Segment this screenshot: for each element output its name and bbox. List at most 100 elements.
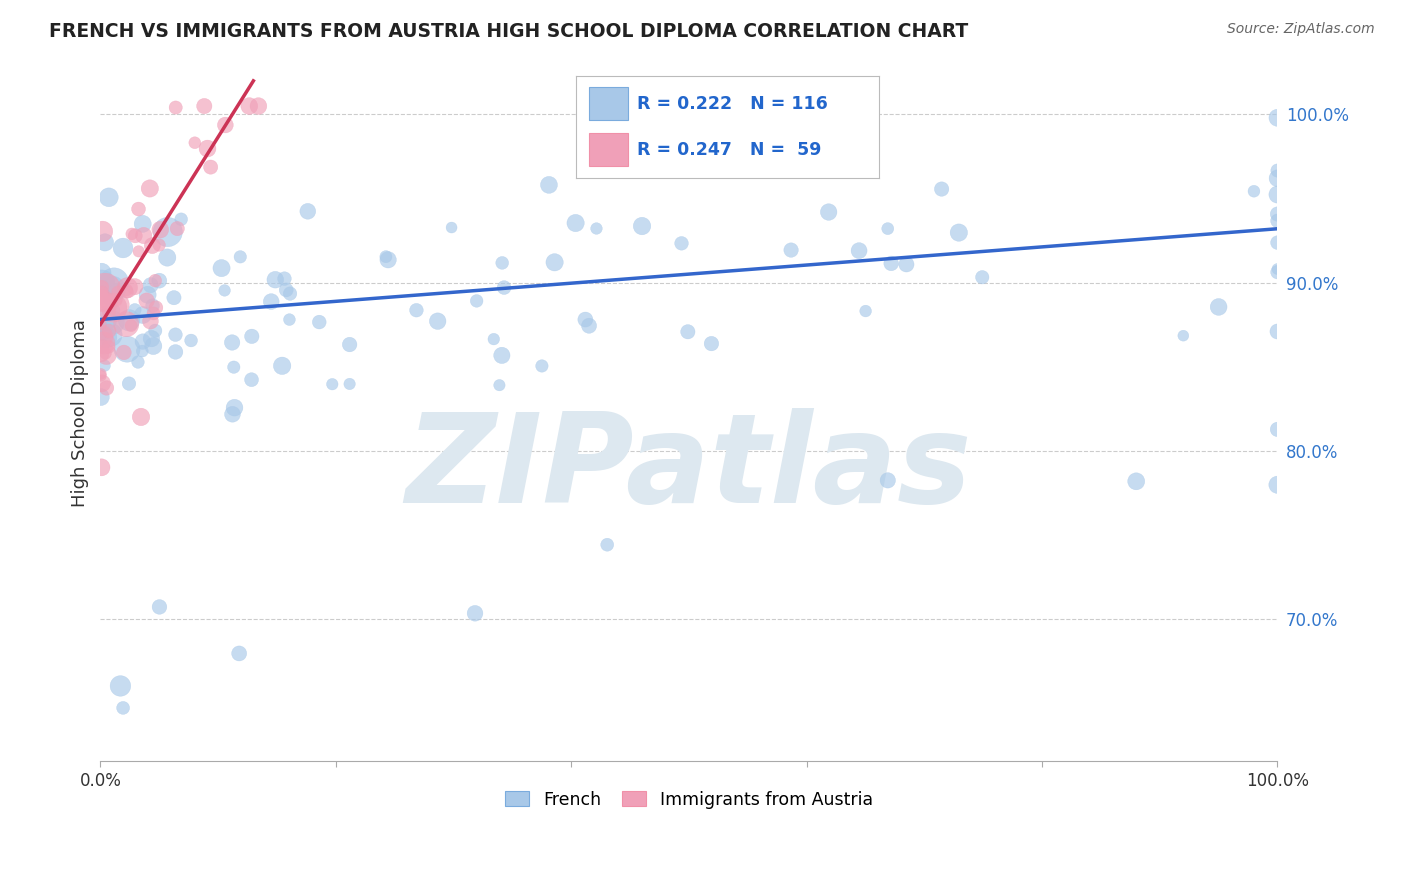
Point [104,293,127,307]
Point [96,347,118,361]
Point [97,190,120,204]
Point [1267,235,1289,250]
Point [948,226,970,240]
Point [148,274,170,288]
Point [156,225,179,239]
Point [90,390,112,404]
Point [465,293,488,308]
Point [165,345,187,359]
Point [193,99,215,113]
Point [93,294,115,309]
Point [1125,475,1147,489]
Point [184,136,207,150]
Point [247,99,270,113]
Point [440,220,463,235]
Point [91,376,114,391]
Point [90,323,112,337]
Point [105,285,128,299]
Point [1267,477,1289,491]
Point [98,297,121,311]
Point [101,301,124,315]
Point [107,297,129,311]
Point [585,221,607,235]
Point [491,348,513,362]
Point [780,243,803,257]
Point [142,306,165,320]
Point [1267,265,1289,279]
Point [931,182,953,196]
Point [98,324,121,338]
Point [1267,111,1289,125]
Point [91,285,114,299]
Point [91,339,114,353]
Point [107,285,129,299]
Point [817,205,839,219]
Point [876,221,898,235]
Point [156,251,179,265]
Point [90,276,112,290]
Point [127,355,149,369]
Point [308,315,330,329]
Point [90,290,112,304]
Point [321,377,343,392]
Point [96,381,118,395]
Point [145,301,167,315]
Point [94,281,117,295]
Point [278,312,301,326]
Point [90,266,112,280]
Point [115,317,138,331]
Point [112,345,135,359]
Point [211,261,233,276]
Point [128,244,150,259]
Point [880,256,903,270]
Point [574,312,596,326]
Point [1267,187,1289,202]
Point [163,291,186,305]
Point [260,294,283,309]
Point [139,278,162,293]
Text: FRENCH VS IMMIGRANTS FROM AUSTRIA HIGH SCHOOL DIPLOMA CORRELATION CHART: FRENCH VS IMMIGRANTS FROM AUSTRIA HIGH S… [49,22,969,41]
Point [240,329,263,343]
Point [1267,171,1289,186]
Point [97,340,120,354]
Point [143,324,166,338]
Point [264,273,287,287]
Point [165,327,187,342]
Point [494,280,516,294]
Point [115,342,138,356]
Point [97,304,120,318]
Point [1267,262,1289,277]
Point [94,346,117,360]
Point [631,219,654,233]
Point [90,368,112,383]
Point [491,256,513,270]
Point [1267,214,1289,228]
Point [112,241,135,255]
Point [297,204,319,219]
Point [94,312,117,326]
Point [488,378,510,392]
Point [180,334,202,348]
Point [142,299,165,313]
Point [676,325,699,339]
Point [124,279,146,293]
Point [214,284,236,298]
Point [543,255,565,269]
Point [700,336,723,351]
Point [1267,163,1289,178]
Point [1267,422,1289,436]
Point [100,292,122,306]
Point [339,337,361,351]
Point [91,224,114,238]
Point [228,647,250,661]
Point [273,271,295,285]
Point [115,283,138,297]
Point [596,538,619,552]
Point [118,313,141,327]
Point [464,607,486,621]
Point [129,409,152,424]
Point [855,304,877,318]
Point [818,99,841,113]
Text: R = 0.247   N =  59: R = 0.247 N = 59 [637,141,821,159]
Point [142,339,165,353]
